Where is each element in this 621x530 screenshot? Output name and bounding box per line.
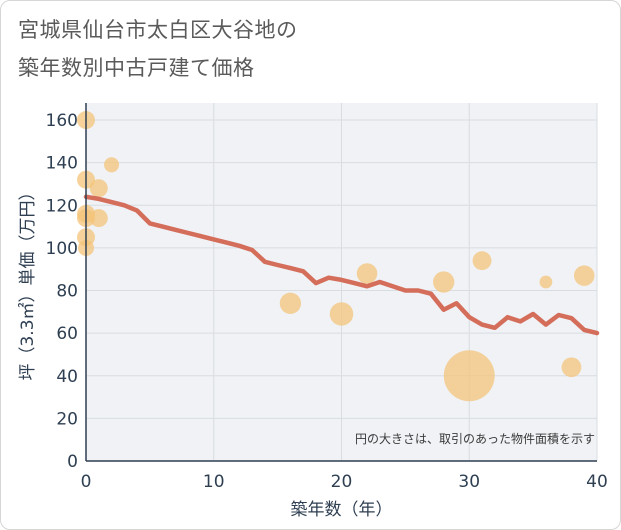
y-tick-label: 120: [46, 196, 78, 216]
data-point: [104, 157, 120, 173]
data-point: [356, 263, 378, 284]
data-point: [561, 357, 582, 378]
chart-title-line1: 宮城県仙台市太白区大谷地の: [18, 18, 298, 42]
data-point: [539, 275, 553, 289]
y-tick-label: 100: [46, 239, 78, 259]
x-tick-label: 30: [458, 472, 480, 492]
x-tick-label: 20: [331, 472, 353, 492]
data-point: [329, 302, 354, 326]
data-point: [443, 350, 495, 402]
chart-annotation: 円の大きさは、取引のあった物件面積を示す: [355, 431, 595, 446]
x-axis-label: 築年数（年）: [291, 500, 393, 520]
y-tick-label: 80: [56, 282, 78, 302]
y-axis-label: 坪（3.3㎡）単価（万円）: [18, 183, 38, 380]
chart-title-line2: 築年数別中古戸建て価格: [18, 56, 255, 80]
data-point: [89, 179, 108, 198]
data-point: [472, 251, 492, 271]
y-tick-label: 160: [46, 111, 78, 131]
data-point: [279, 292, 302, 314]
y-tick-label: 0: [67, 452, 78, 472]
x-tick-label: 0: [81, 472, 92, 492]
trend-line: [83, 194, 600, 336]
data-point: [433, 271, 455, 293]
y-tick-label: 60: [56, 324, 78, 344]
data-point: [89, 209, 108, 228]
x-tick-label: 40: [586, 472, 608, 492]
y-tick-label: 40: [56, 367, 78, 387]
x-tick-label: 10: [203, 472, 225, 492]
y-tick-label: 140: [46, 154, 78, 174]
data-point: [573, 265, 595, 286]
y-tick-label: 20: [56, 409, 78, 429]
